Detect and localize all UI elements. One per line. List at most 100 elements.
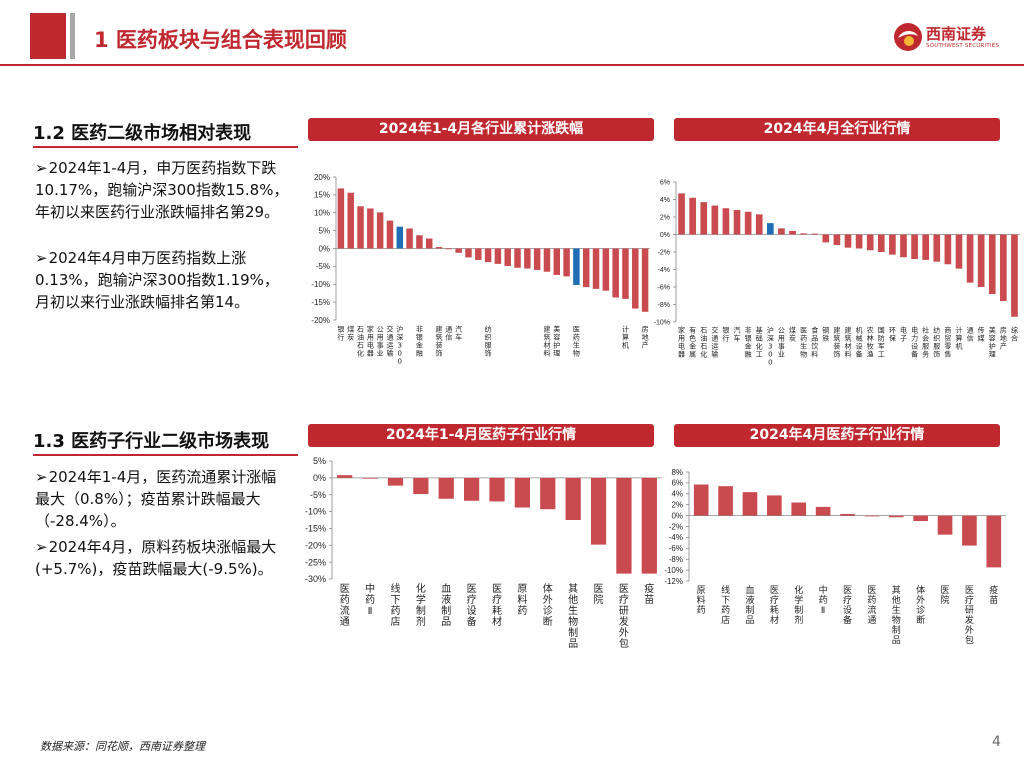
category-label: 医药流通 <box>340 583 350 628</box>
bar-环保 <box>533 248 541 270</box>
category-label: 计算机 <box>622 325 629 350</box>
bar-传媒 <box>612 248 619 298</box>
chart-title-april-subsectors: 2024年4月医药子行业行情 <box>674 424 1000 447</box>
category-label: 汽车 <box>455 325 462 342</box>
bar-电力设备 <box>911 234 918 259</box>
category-label: 建筑材料 <box>845 326 852 359</box>
y-tick-label: -6% <box>669 544 683 553</box>
category-label: 线下药店 <box>390 582 400 628</box>
bar-石油石化 <box>357 206 364 249</box>
category-label: 原料药 <box>517 583 527 617</box>
page-number: 4 <box>992 734 1001 750</box>
y-tick-label: -8% <box>658 302 670 309</box>
y-tick-label: -4% <box>669 533 683 542</box>
y-tick-label: 5% <box>313 456 326 466</box>
bar-美容护理 <box>553 248 561 275</box>
chart-title-ytd-subsectors: 2024年1-4月医药子行业行情 <box>308 424 654 447</box>
bar-美容护理 <box>988 234 996 294</box>
bar-医药生物 <box>800 233 807 235</box>
bullet-1-3-a: ➢2024年1-4月，医药流通累计涨幅最大（0.8%）；疫苗累计跌幅最大（-28… <box>35 466 289 532</box>
y-tick-label: -20% <box>305 540 326 550</box>
bar-计算机 <box>955 234 963 269</box>
y-tick-label: -20% <box>311 316 330 325</box>
bar-医院 <box>590 477 607 545</box>
bar-计算机 <box>622 248 629 299</box>
header-grey-stripe <box>70 13 75 59</box>
bar-国防军工 <box>514 248 521 268</box>
bar-公用事业 <box>376 212 384 249</box>
category-label: 医疗设备 <box>843 585 852 626</box>
category-label: 化学制剂 <box>416 582 426 628</box>
chart-title-april-industries: 2024年4月全行业行情 <box>674 118 1000 141</box>
y-tick-label: 0% <box>671 511 683 520</box>
bar-商贸零售 <box>944 234 952 265</box>
category-label: 食品饮料 <box>811 326 818 359</box>
bar-通信 <box>966 234 974 283</box>
category-label: 建筑装饰 <box>436 325 443 358</box>
bar-化学制剂 <box>791 502 807 516</box>
bar-线下药店 <box>718 486 733 516</box>
bullet-1-2-b: ➢2024年4月申万医药指数上涨0.13%，跑输沪深300指数1.19%，月初以… <box>35 247 289 313</box>
bullet-text: 2024年1-4月，申万医药指数下跌10.17%，跑输沪深300指数15.8%，… <box>35 159 289 221</box>
bullet-arrow-icon: ➢ <box>35 538 48 556</box>
bar-钢铁 <box>822 234 830 243</box>
y-tick-label: -30% <box>305 574 326 584</box>
bar-医药生物 <box>573 248 580 285</box>
section-underline-1-3 <box>33 454 298 456</box>
category-label: 综合 <box>1011 326 1018 343</box>
bar-医疗研发外包 <box>616 477 632 574</box>
bar-通信 <box>445 248 453 250</box>
category-label: 电子 <box>900 326 907 343</box>
bar-沪深300 <box>396 226 404 249</box>
category-label: 非银金融 <box>745 326 752 359</box>
bar-传媒 <box>977 234 985 287</box>
bar-公用事业 <box>778 228 785 235</box>
y-tick-label: 5% <box>318 226 330 235</box>
category-label: 国防军工 <box>878 327 885 359</box>
category-label: 体外诊断 <box>916 584 925 626</box>
y-tick-label: -2% <box>669 522 683 531</box>
company-logo: 西南证券 SOUTHWEST SECURITIES <box>892 21 1010 55</box>
category-label: 银行 <box>722 326 729 343</box>
y-tick-label: -6% <box>658 284 670 291</box>
y-tick-label: -4% <box>658 267 670 274</box>
category-label: 其他生物制品 <box>892 585 901 646</box>
category-label: 原料药 <box>697 585 706 616</box>
bar-建筑材料 <box>543 248 551 272</box>
category-label: 农林牧渔 <box>867 326 874 359</box>
category-label: 纺织服饰 <box>933 326 940 359</box>
y-tick-label: 4% <box>660 197 670 204</box>
bar-纺织服饰 <box>484 248 492 263</box>
bar-医药流通 <box>337 475 353 478</box>
y-tick-label: -10% <box>305 507 326 517</box>
bullet-1-2-a: ➢2024年1-4月，申万医药指数下跌10.17%，跑输沪深300指数15.8%… <box>35 157 289 223</box>
category-label: 血液制品 <box>745 584 754 626</box>
bar-医疗研发外包 <box>962 515 977 546</box>
bar-建筑装饰 <box>435 247 443 249</box>
y-tick-label: 0% <box>660 232 670 239</box>
bar-交通运输 <box>386 220 394 249</box>
category-label: 房地产 <box>642 325 649 350</box>
bar-汽车 <box>733 210 741 235</box>
bar-房地产 <box>1000 234 1007 301</box>
category-label: 医疗研发外包 <box>619 583 629 650</box>
bar-国防军工 <box>877 234 885 252</box>
bar-轻工制造 <box>504 248 511 267</box>
bar-医院 <box>937 515 953 535</box>
category-label: 煤炭 <box>789 326 796 343</box>
category-label: 商贸零售 <box>944 326 951 359</box>
header-red-block <box>30 13 66 59</box>
category-label: 石油石化 <box>700 327 707 359</box>
category-label: 化学制剂 <box>794 584 803 626</box>
category-label: 银行 <box>337 325 344 342</box>
category-label: 有色金属 <box>689 326 696 359</box>
bullet-text: 2024年1-4月，医药流通累计涨幅最大（0.8%）；疫苗累计跌幅最大（-28.… <box>35 468 277 530</box>
category-label: 沪深 3 0 0 <box>396 325 403 366</box>
category-label: 医院 <box>941 585 950 606</box>
bullet-arrow-icon: ➢ <box>35 159 48 177</box>
bar-有色金属 <box>689 197 696 235</box>
bar-基础化工 <box>755 214 763 235</box>
bar-银行 <box>337 188 345 249</box>
y-tick-label: -15% <box>305 524 326 534</box>
